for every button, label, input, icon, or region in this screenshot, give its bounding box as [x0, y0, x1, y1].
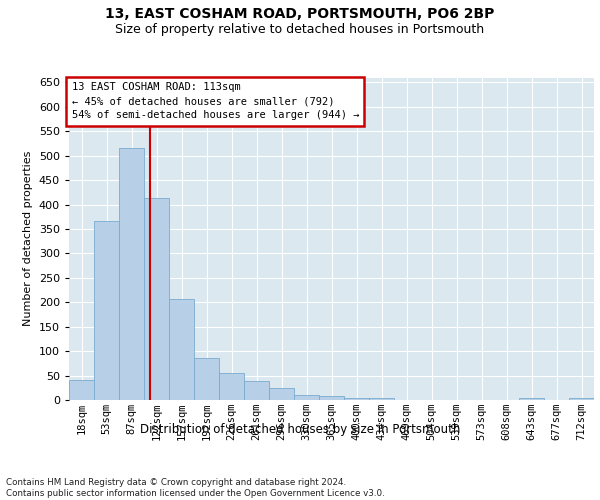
Text: 13 EAST COSHAM ROAD: 113sqm
← 45% of detached houses are smaller (792)
54% of se: 13 EAST COSHAM ROAD: 113sqm ← 45% of det…	[71, 82, 359, 120]
Bar	[219, 373, 244, 400]
Bar	[144, 198, 169, 400]
Bar	[69, 380, 94, 400]
Bar	[319, 396, 344, 400]
Bar	[269, 388, 294, 400]
Bar	[244, 382, 269, 400]
Bar	[94, 221, 119, 400]
Bar	[519, 398, 544, 400]
Y-axis label: Number of detached properties: Number of detached properties	[23, 151, 33, 326]
Bar	[169, 299, 194, 400]
Bar	[294, 394, 319, 400]
Text: Size of property relative to detached houses in Portsmouth: Size of property relative to detached ho…	[115, 22, 485, 36]
Text: Distribution of detached houses by size in Portsmouth: Distribution of detached houses by size …	[140, 422, 460, 436]
Bar	[569, 398, 594, 400]
Bar	[194, 358, 219, 400]
Bar	[344, 398, 369, 400]
Bar	[119, 148, 144, 400]
Text: 13, EAST COSHAM ROAD, PORTSMOUTH, PO6 2BP: 13, EAST COSHAM ROAD, PORTSMOUTH, PO6 2B…	[106, 8, 494, 22]
Bar	[369, 398, 394, 400]
Text: Contains HM Land Registry data © Crown copyright and database right 2024.
Contai: Contains HM Land Registry data © Crown c…	[6, 478, 385, 498]
